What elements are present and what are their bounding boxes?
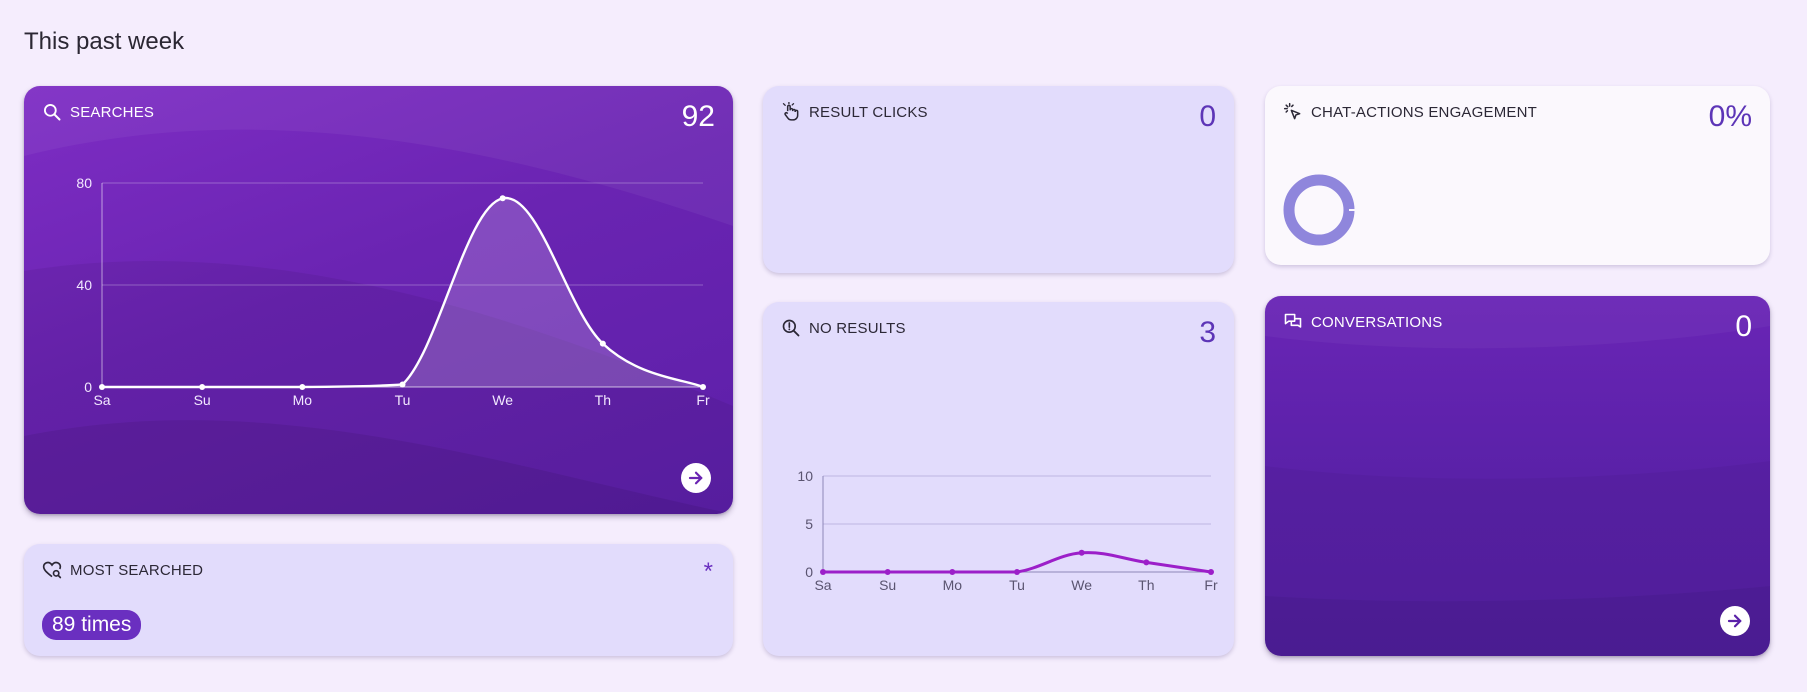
data-point (884, 569, 891, 575)
x-tick-label: Tu (395, 392, 411, 408)
result-clicks-card[interactable]: RESULT CLICKS 0 (763, 86, 1234, 273)
x-tick-label: Fr (1204, 577, 1218, 593)
no-results-count: 3 (1199, 316, 1216, 349)
data-point (700, 384, 706, 390)
sparkle-click-icon (1283, 102, 1301, 120)
data-point (199, 384, 206, 390)
area-fill (102, 197, 703, 387)
most-searched-marker: * (703, 558, 713, 585)
y-tick-label: 10 (797, 468, 813, 484)
conversations-count: 0 (1735, 310, 1752, 343)
arrow-right-icon (1727, 614, 1742, 628)
y-tick-label: 0 (805, 564, 813, 580)
y-tick-label: 80 (76, 175, 92, 191)
arrow-right-icon (688, 471, 703, 485)
x-tick-label: We (492, 392, 513, 408)
data-point (1014, 569, 1020, 575)
data-point (399, 381, 406, 388)
chat-actions-label: CHAT-ACTIONS ENGAGEMENT (1311, 103, 1538, 121)
data-point (1078, 549, 1085, 556)
data-point (99, 384, 105, 390)
card-background-waves (1265, 296, 1770, 656)
data-point (949, 569, 956, 575)
data-point (499, 195, 506, 202)
searches-label: SEARCHES (70, 103, 155, 121)
engagement-ring (1283, 174, 1359, 246)
searches-chart: 0 40 80 Sa Su Mo Tu We Th Fr (76, 175, 710, 408)
conversations-open-button[interactable] (1720, 606, 1750, 636)
chat-actions-card[interactable]: CHAT-ACTIONS ENGAGEMENT 0% (1265, 86, 1770, 265)
searches-count: 92 (681, 100, 715, 133)
x-tick-label: Sa (93, 392, 110, 408)
y-tick-label: 5 (805, 516, 813, 532)
y-tick-label: 40 (76, 277, 92, 293)
no-results-chart: 0 5 10 Sa Su Mo Tu We Th Fr (797, 468, 1218, 593)
chat-actions-percentage: 0% (1708, 100, 1752, 133)
x-tick-label: Sa (814, 577, 831, 593)
data-point (599, 340, 606, 347)
x-tick-label: We (1071, 577, 1092, 593)
most-searched-label: MOST SEARCHED (70, 561, 204, 579)
search-icon (44, 104, 61, 121)
most-searched-card[interactable]: MOST SEARCHED * 89 times (24, 544, 733, 656)
chat-bubbles-icon (1284, 313, 1302, 328)
y-tick-label: 0 (84, 379, 92, 395)
conversations-card[interactable]: CONVERSATIONS 0 (1265, 296, 1770, 656)
data-point (1208, 569, 1214, 575)
hand-pointer-icon (782, 102, 799, 121)
no-results-card[interactable]: NO RESULTS 3 0 5 10 Sa Su Mo Tu We Th Fr (763, 302, 1234, 656)
conversations-label: CONVERSATIONS (1311, 313, 1443, 331)
x-tick-label: Mo (293, 392, 313, 408)
x-tick-label: Mo (943, 577, 963, 593)
search-alert-icon (782, 319, 800, 337)
result-clicks-count: 0 (1199, 100, 1216, 133)
series-line (101, 197, 704, 389)
result-clicks-label: RESULT CLICKS (809, 103, 928, 121)
page-title: This past week (24, 28, 185, 55)
searches-open-button[interactable] (681, 463, 711, 493)
data-point (820, 569, 826, 575)
data-point (1143, 559, 1150, 566)
heart-search-icon (42, 561, 62, 579)
x-tick-label: Su (194, 392, 211, 408)
x-tick-label: Th (595, 392, 611, 408)
x-tick-label: Su (879, 577, 896, 593)
data-point (299, 384, 306, 390)
x-tick-label: Th (1138, 577, 1154, 593)
most-searched-count-badge: 89 times (42, 610, 142, 640)
searches-card[interactable]: SEARCHES 92 0 40 80 Sa Su Mo Tu We Th Fr (24, 86, 733, 514)
no-results-label: NO RESULTS (809, 319, 906, 337)
x-tick-label: Fr (696, 392, 710, 408)
x-tick-label: Tu (1009, 577, 1025, 593)
